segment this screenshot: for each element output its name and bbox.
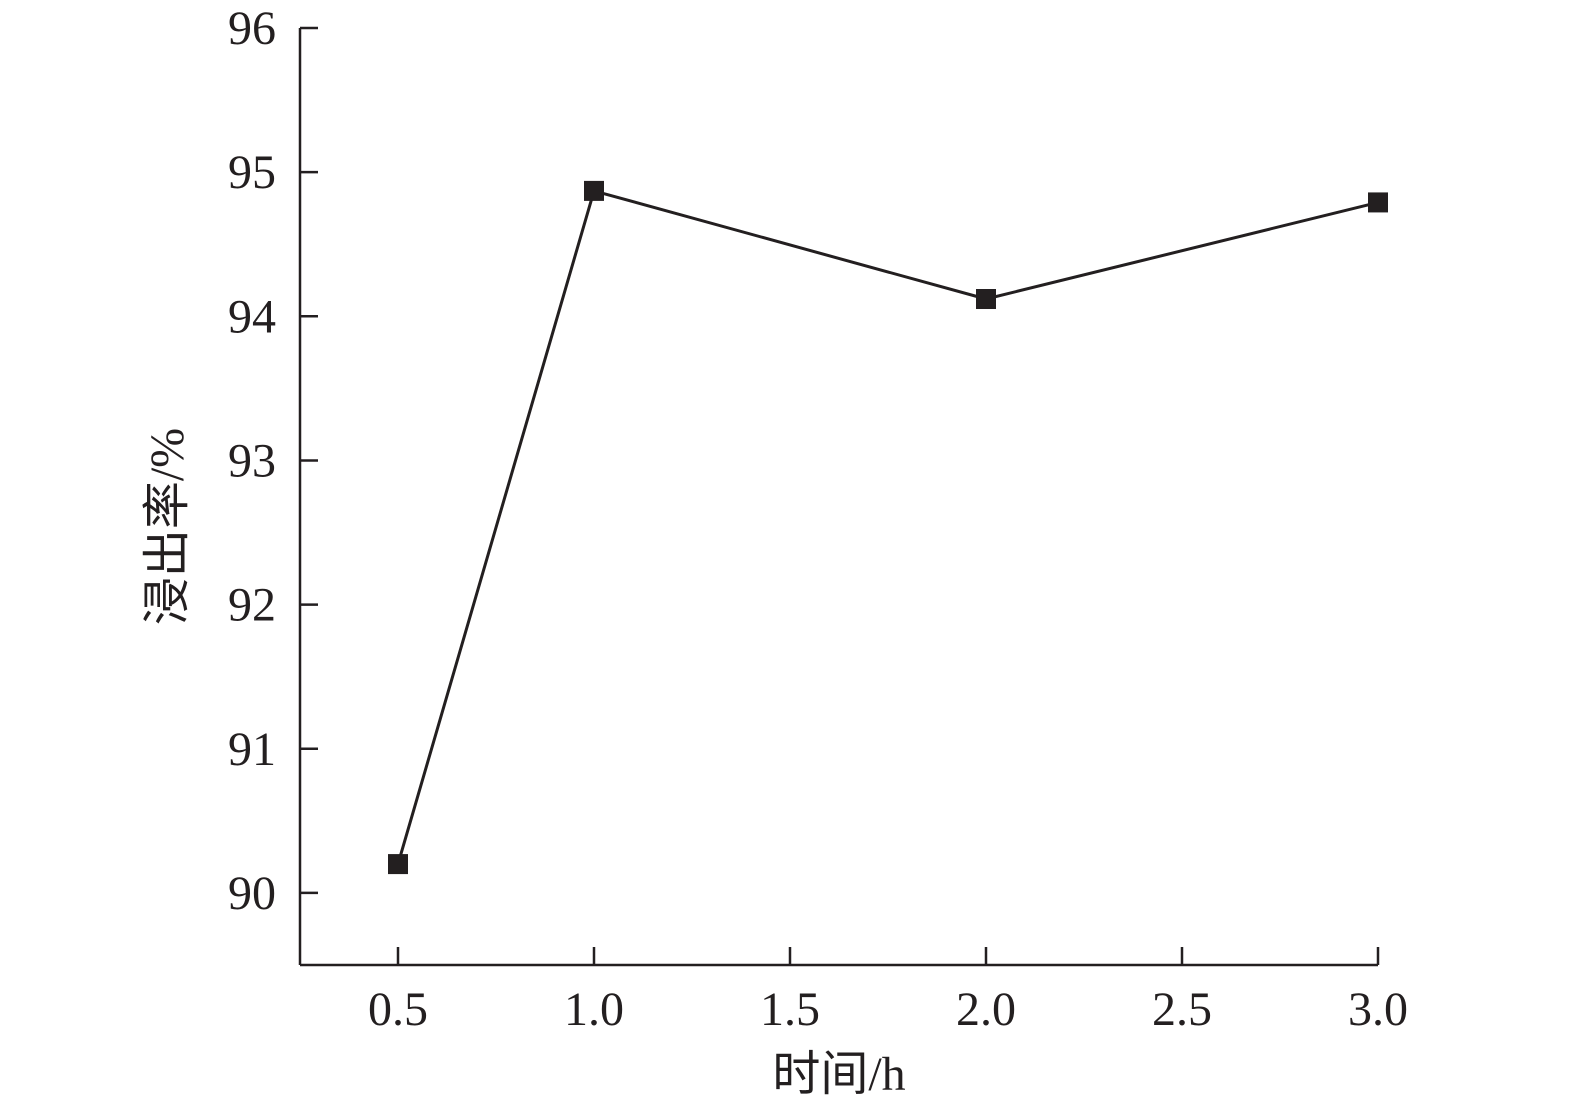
y-tick-label: 90	[228, 867, 276, 920]
data-point-marker	[976, 289, 996, 310]
series	[388, 180, 1388, 875]
x-tick-label: 2.5	[1152, 983, 1212, 1036]
series-line	[396, 189, 1379, 865]
y-axis-title: 浸出率/%	[141, 428, 194, 625]
data-point-marker	[584, 180, 604, 201]
y-tick-label: 94	[228, 290, 276, 343]
y-tick-label: 93	[228, 434, 276, 487]
data-point-marker	[388, 854, 408, 875]
y-tick-label: 95	[228, 146, 276, 199]
x-tick-label: 2.0	[956, 983, 1016, 1036]
x-tick-label: 1.5	[760, 983, 820, 1036]
ticks: 90 91 92 93 94 95 96 0.5 1.0 1.5 2.0 2.5 3.0	[228, 2, 1408, 1036]
x-axis-title: 时间/h	[772, 1048, 905, 1101]
data-point-marker	[1368, 192, 1388, 213]
y-tick-label: 91	[228, 723, 276, 776]
axes	[298, 28, 1378, 967]
y-tick-label: 92	[228, 579, 276, 632]
x-tick-label: 3.0	[1348, 983, 1408, 1036]
y-tick-label: 96	[228, 2, 276, 55]
x-tick-label: 0.5	[368, 983, 428, 1036]
x-tick-label: 1.0	[564, 983, 624, 1036]
